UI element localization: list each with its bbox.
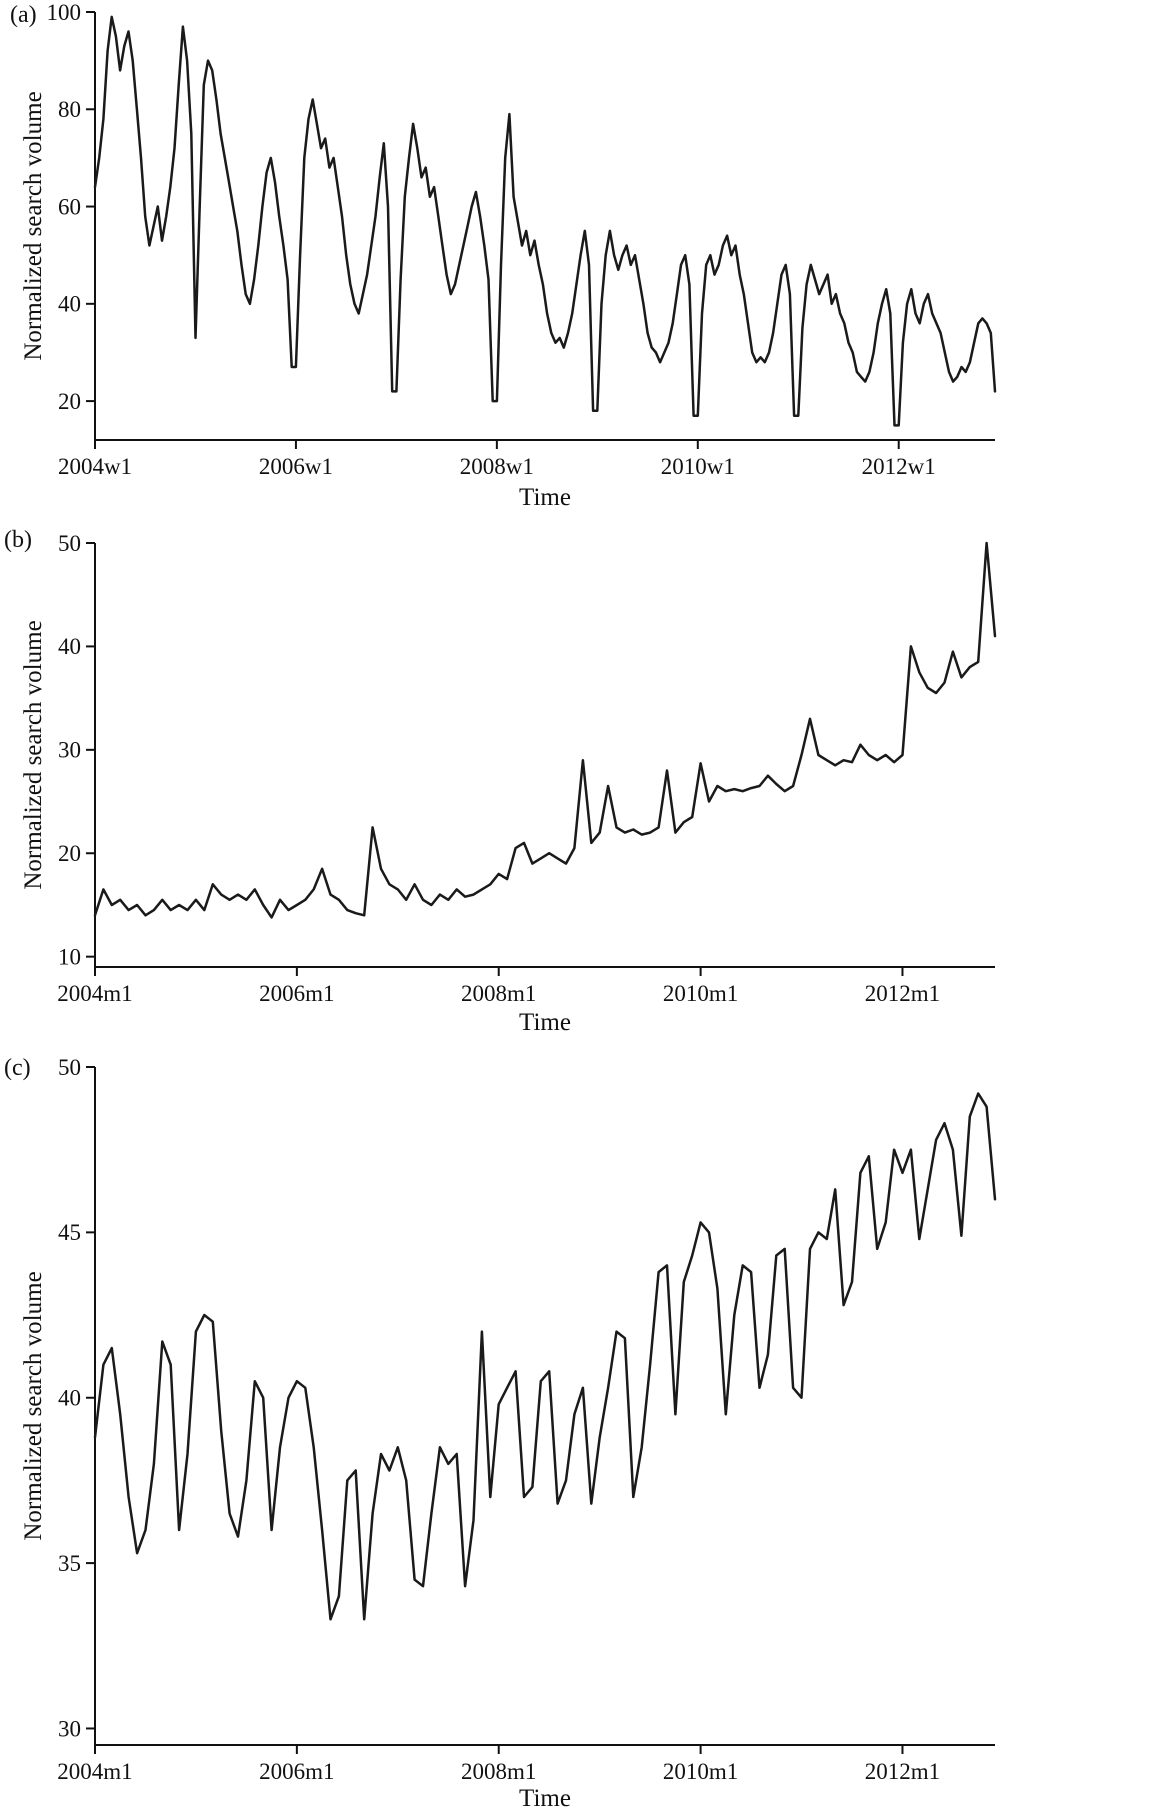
y-tick-label: 30	[58, 1716, 81, 1741]
x-tick-label: 2008w1	[460, 454, 534, 479]
y-tick-label: 40	[58, 634, 81, 659]
y-tick-label: 40	[58, 1386, 81, 1411]
panel-c-y-axis-title: Normalized search volume	[20, 1271, 47, 1541]
x-tick-label: 2006w1	[259, 454, 333, 479]
panel-c-label: (c)	[4, 1055, 31, 1081]
x-tick-label: 2010w1	[661, 454, 735, 479]
panel-a-y-axis-title: Normalized search volume	[20, 91, 47, 361]
y-tick-label: 80	[58, 97, 81, 122]
line-chart-monthly-search-volume-c: 30 35 40 45 50 2004m1 2006m1 2008m1 2010m1 2012m1	[57, 1055, 997, 1784]
panel-b-y-axis-title: Normalized search volume	[20, 620, 47, 890]
panel-a-label: (a)	[10, 2, 37, 28]
series-line	[93, 1092, 997, 1621]
x-tick-label: 2012m1	[865, 981, 940, 1006]
y-tick-label: 50	[58, 531, 81, 556]
y-tick-label: 40	[58, 292, 81, 317]
series-line	[93, 541, 997, 919]
x-tick-label: 2010m1	[663, 981, 738, 1006]
y-tick-label: 20	[58, 841, 81, 866]
y-tick-label: 20	[58, 389, 81, 414]
y-tick-label: 10	[58, 944, 81, 969]
x-tick-label: 2004w1	[58, 454, 132, 479]
panel-c-x-axis-title: Time	[519, 1785, 571, 1812]
panel-b: (b) Normalized search volume 10 20 30 40 50 2…	[0, 515, 1156, 1045]
x-tick-label: 2004m1	[57, 981, 132, 1006]
y-tick-label: 45	[58, 1220, 81, 1245]
y-tick-label: 35	[58, 1551, 81, 1576]
x-tick-label: 2008m1	[461, 981, 536, 1006]
panel-a: (a) Normalized search volume 20 40 60 80 100…	[0, 0, 1156, 515]
series-line	[93, 15, 997, 427]
panel-a-x-axis-title: Time	[519, 484, 571, 511]
x-tick-label: 2006m1	[259, 1759, 334, 1784]
y-tick-label: 60	[58, 194, 81, 219]
x-tick-label: 2004m1	[57, 1759, 132, 1784]
x-tick-label: 2008m1	[461, 1759, 536, 1784]
panel-b-label: (b)	[4, 527, 32, 553]
line-chart-monthly-search-volume-b: 10 20 30 40 50 2004m1 2006m1 2008m1 2010m1 2012m1	[57, 531, 997, 1006]
y-tick-label: 30	[58, 738, 81, 763]
x-tick-label: 2010m1	[663, 1759, 738, 1784]
line-chart-weekly-search-volume: 20 40 60 80 100 2004w1 2006w1 2008w1 2010w1 2012w…	[47, 0, 997, 479]
panel-b-x-axis-title: Time	[519, 1009, 571, 1036]
x-tick-label: 2012m1	[865, 1759, 940, 1784]
y-tick-label: 100	[47, 0, 82, 25]
y-tick-label: 50	[58, 1055, 81, 1080]
panel-c: (c) Normalized search volume 30 35 40 45 50 2…	[0, 1045, 1156, 1816]
x-tick-label: 2006m1	[259, 981, 334, 1006]
x-tick-label: 2012w1	[862, 454, 936, 479]
